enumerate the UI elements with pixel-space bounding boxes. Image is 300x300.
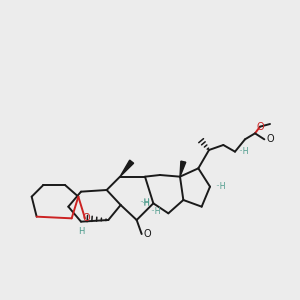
Text: ·H: ·H	[141, 199, 150, 208]
Text: H: H	[78, 227, 84, 236]
Text: O: O	[266, 134, 274, 144]
Text: ··H: ··H	[215, 182, 225, 191]
Text: ··H: ··H	[139, 198, 150, 207]
Text: ··H: ··H	[150, 207, 160, 216]
Text: ··H: ··H	[238, 147, 248, 156]
Text: O: O	[144, 229, 152, 239]
Polygon shape	[180, 161, 186, 177]
Polygon shape	[120, 160, 134, 177]
Text: O: O	[82, 213, 90, 223]
Text: O: O	[256, 122, 264, 132]
